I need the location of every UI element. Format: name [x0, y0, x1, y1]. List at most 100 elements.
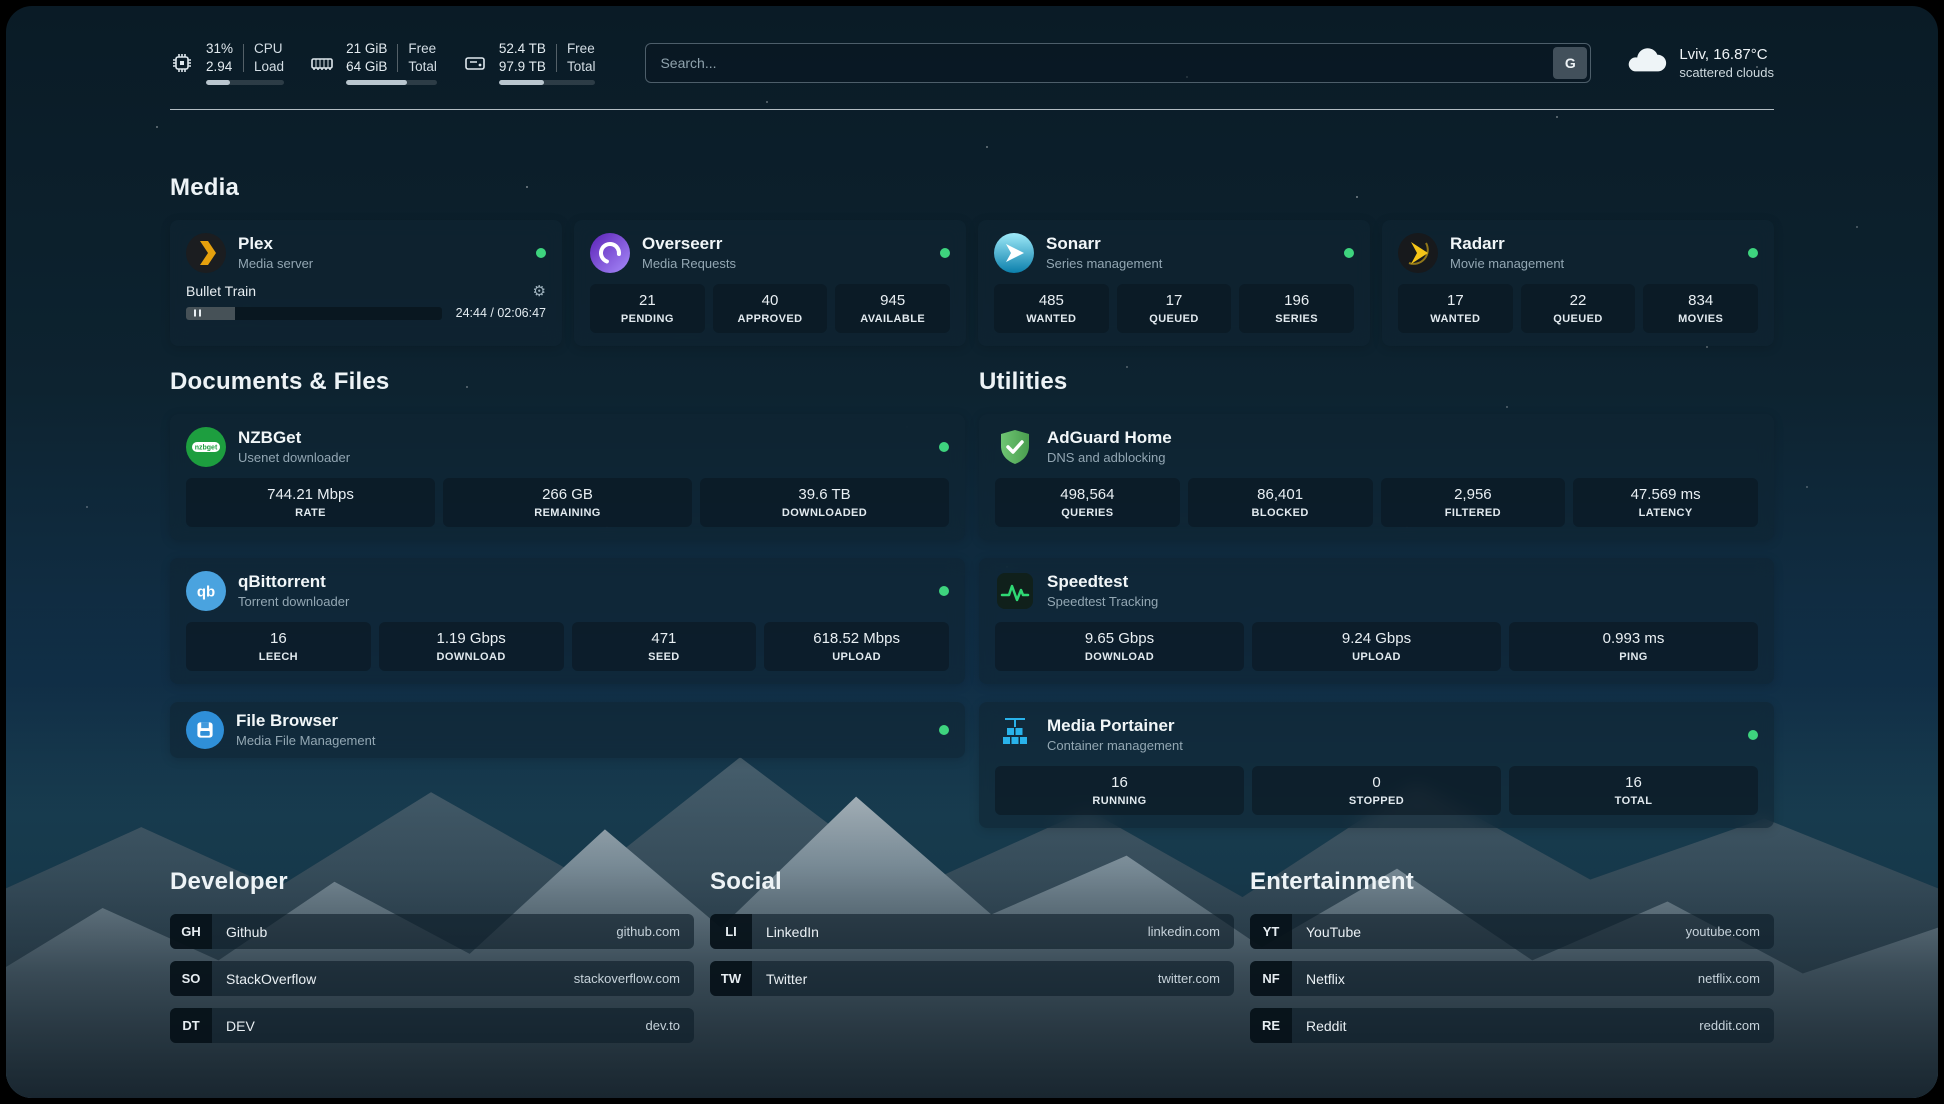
nzbget-icon: nzbget	[186, 427, 226, 467]
app-name: Plex	[238, 234, 273, 253]
section-title-social: Social	[710, 868, 782, 895]
pause-icon[interactable]	[192, 309, 202, 317]
divider	[555, 43, 557, 72]
status-dot	[536, 248, 546, 258]
playback-time: 24:44 / 02:06:47	[455, 306, 546, 320]
app-card-adguard[interactable]: AdGuard Home DNS and adblocking 498,564 …	[979, 414, 1774, 540]
app-subtitle: Series management	[1046, 256, 1163, 271]
adguard-icon	[995, 427, 1035, 467]
disk-free-value: 52.4 TB	[498, 41, 546, 56]
stat-download: 1.19 Gbps DOWNLOAD	[378, 622, 564, 671]
bookmark-netflix[interactable]: NF Netflix netflix.com	[1250, 961, 1774, 996]
status-dot	[1748, 248, 1758, 258]
app-name: Overseerr	[642, 234, 723, 253]
bookmark-github[interactable]: GH Github github.com	[170, 914, 694, 949]
stat-available: 945 AVAILABLE	[835, 284, 950, 333]
bookmarks-entertainment: Entertainment YT YouTube youtube.com NF …	[1250, 868, 1774, 1043]
stat-ping: 0.993 ms PING	[1509, 622, 1758, 671]
stat-queued: 22 QUEUED	[1520, 284, 1636, 333]
app-name: Speedtest	[1047, 572, 1129, 591]
app-name: Media Portainer	[1047, 716, 1175, 735]
disk-total-label: Total	[566, 59, 596, 74]
search-input[interactable]	[645, 42, 1592, 83]
stat-approved: 40 APPROVED	[712, 284, 828, 333]
stat-upload: 9.24 Gbps UPLOAD	[1252, 622, 1501, 671]
weather-location: Lviv, 16.87°C	[1679, 45, 1768, 63]
app-card-overseerr[interactable]: Overseerr Media Requests 21 PENDING 40 A…	[574, 220, 966, 346]
bookmark-linkedin[interactable]: LI LinkedIn linkedin.com	[710, 914, 1234, 949]
bookmark-dev[interactable]: DT DEV dev.to	[170, 1008, 694, 1043]
app-card-radarr[interactable]: Radarr Movie management 17 WANTED 22 QUE…	[1382, 220, 1774, 346]
app-subtitle: Container management	[1047, 738, 1183, 753]
section-bookmarks: Developer GH Github github.com SO StackO…	[170, 868, 1774, 1043]
bookmark-youtube[interactable]: YT YouTube youtube.com	[1250, 914, 1774, 949]
app-subtitle: Speedtest Tracking	[1047, 594, 1159, 609]
disk-usage-bar	[498, 80, 596, 85]
stat-series: 196 SERIES	[1239, 284, 1354, 333]
cpu-percent: 31%	[206, 41, 234, 56]
now-playing-title: Bullet Train	[186, 283, 257, 299]
disk-free-label: Free	[566, 41, 595, 56]
stat-filtered: 2,956 FILTERED	[1380, 478, 1566, 527]
stat-blocked: 86,401 BLOCKED	[1187, 478, 1373, 527]
ram-total-value: 64 GiB	[346, 59, 388, 74]
app-subtitle: Media File Management	[236, 733, 376, 748]
status-dot	[939, 442, 949, 452]
app-subtitle: DNS and adblocking	[1047, 450, 1166, 465]
app-card-speedtest[interactable]: Speedtest Speedtest Tracking 9.65 Gbps D…	[979, 558, 1774, 684]
app-name: Sonarr	[1046, 234, 1101, 253]
app-card-sonarr[interactable]: Sonarr Series management 485 WANTED 17 Q…	[978, 220, 1370, 346]
stat-queued: 17 QUEUED	[1116, 284, 1232, 333]
svg-text:nzbget: nzbget	[195, 445, 218, 452]
bookmark-twitter[interactable]: TW Twitter twitter.com	[710, 961, 1234, 996]
section-title-utilities: Utilities	[979, 368, 1068, 395]
portainer-icon	[995, 715, 1035, 755]
app-card-nzbget[interactable]: nzbget NZBGet Usenet downloader 74	[170, 414, 965, 540]
cpu-load-value: 2.94	[206, 59, 233, 74]
status-dot	[939, 586, 949, 596]
status-dot	[1344, 248, 1354, 258]
app-card-filebrowser[interactable]: File Browser Media File Management	[170, 702, 965, 758]
stat-wanted: 17 WANTED	[1398, 284, 1513, 333]
qbittorrent-icon: qb	[186, 571, 226, 611]
search-engine-button[interactable]: G	[1553, 46, 1588, 79]
stat-stopped: 0 STOPPED	[1252, 766, 1501, 815]
playback-progressbar[interactable]	[186, 306, 442, 320]
cloud-icon	[1625, 45, 1667, 80]
stackoverflow-badge: SO	[170, 961, 212, 996]
radarr-icon	[1398, 233, 1438, 273]
cpu-label: CPU	[254, 41, 283, 56]
cpu-widget: 31% 2.94 CPU Load	[170, 40, 285, 85]
stat-download: 9.65 Gbps DOWNLOAD	[995, 622, 1244, 671]
stat-queries: 498,564 QUERIES	[995, 478, 1180, 527]
stat-running: 16 RUNNING	[995, 766, 1244, 815]
stat-remaining: 266 GB REMAINING	[443, 478, 692, 527]
stat-seed: 471 SEED	[571, 622, 757, 671]
column-documents: Documents & Files nzbget	[170, 368, 965, 758]
app-name: NZBGet	[238, 428, 302, 447]
app-card-qbittorrent[interactable]: qb qBittorrent Torrent downloader	[170, 558, 965, 684]
app-card-portainer[interactable]: Media Portainer Container management 16 …	[979, 702, 1774, 828]
github-badge: GH	[170, 914, 212, 949]
bookmark-reddit[interactable]: RE Reddit reddit.com	[1250, 1008, 1774, 1043]
dev-badge: DT	[170, 1008, 212, 1043]
section-title-documents: Documents & Files	[170, 368, 390, 395]
sonarr-icon	[994, 233, 1034, 273]
overseerr-icon	[590, 233, 630, 273]
settings-gear-icon[interactable]: ⚙	[532, 282, 546, 300]
youtube-badge: YT	[1250, 914, 1292, 949]
divider	[397, 43, 399, 72]
status-dot	[940, 248, 950, 258]
column-utilities: Utilities	[979, 368, 1774, 828]
stat-rate: 744.21 Mbps RATE	[186, 478, 435, 527]
app-name: File Browser	[236, 711, 339, 730]
plex-icon	[186, 233, 226, 273]
dashboard: 31% 2.94 CPU Load	[6, 6, 1938, 1098]
app-subtitle: Media Requests	[642, 256, 736, 271]
stat-upload: 618.52 Mbps UPLOAD	[764, 622, 949, 671]
app-card-plex[interactable]: Plex Media server Bullet Train ⚙	[170, 220, 562, 346]
twitter-badge: TW	[710, 961, 752, 996]
cpu-usage-bar	[206, 80, 285, 85]
bookmark-stackoverflow[interactable]: SO StackOverflow stackoverflow.com	[170, 961, 694, 996]
background-stars	[6, 6, 8, 8]
